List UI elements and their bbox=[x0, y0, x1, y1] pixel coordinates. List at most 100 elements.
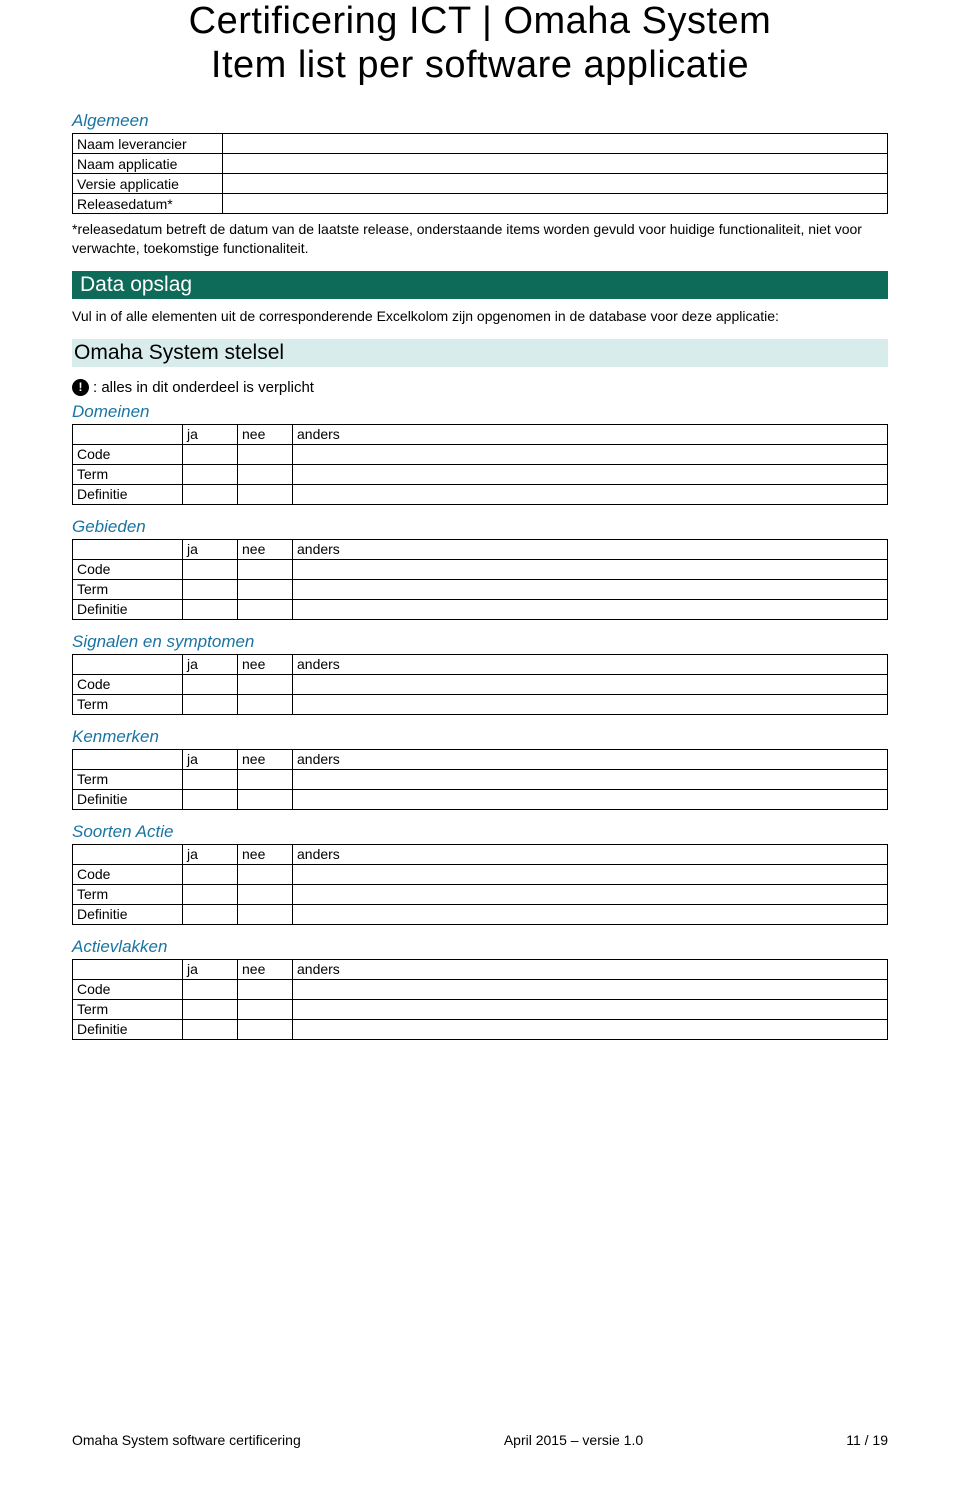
row-label: Versie applicatie bbox=[73, 174, 223, 194]
cell-input[interactable] bbox=[183, 864, 238, 884]
row-label: Term bbox=[73, 579, 183, 599]
cell-input[interactable] bbox=[293, 559, 888, 579]
cell-input[interactable] bbox=[183, 579, 238, 599]
header-nee: nee bbox=[238, 959, 293, 979]
cell-input[interactable] bbox=[238, 579, 293, 599]
cell-input[interactable] bbox=[293, 464, 888, 484]
cell-input[interactable] bbox=[293, 884, 888, 904]
section-label: Gebieden bbox=[72, 517, 888, 537]
row-value[interactable] bbox=[223, 134, 888, 154]
table-janee: janeeandersTermDefinitie bbox=[72, 749, 888, 810]
row-label: Definitie bbox=[73, 484, 183, 504]
header-ja: ja bbox=[183, 424, 238, 444]
cell-input[interactable] bbox=[183, 464, 238, 484]
table-row: Term bbox=[73, 464, 888, 484]
cell-input[interactable] bbox=[293, 904, 888, 924]
row-value[interactable] bbox=[223, 174, 888, 194]
cell-input[interactable] bbox=[238, 904, 293, 924]
cell-input[interactable] bbox=[183, 674, 238, 694]
cell-input[interactable] bbox=[238, 864, 293, 884]
cell-input[interactable] bbox=[238, 999, 293, 1019]
table-header-row: janeeanders bbox=[73, 959, 888, 979]
cell-input[interactable] bbox=[238, 1019, 293, 1039]
cell-input[interactable] bbox=[183, 484, 238, 504]
table-row: Releasedatum* bbox=[73, 194, 888, 214]
cell-input[interactable] bbox=[238, 694, 293, 714]
header-empty bbox=[73, 844, 183, 864]
header-anders: anders bbox=[293, 844, 888, 864]
header-anders: anders bbox=[293, 424, 888, 444]
data-opslag-intro: Vul in of alle elementen uit de correspo… bbox=[72, 307, 888, 325]
cell-input[interactable] bbox=[293, 999, 888, 1019]
row-label: Code bbox=[73, 444, 183, 464]
cell-input[interactable] bbox=[293, 579, 888, 599]
header-anders: anders bbox=[293, 749, 888, 769]
cell-input[interactable] bbox=[183, 694, 238, 714]
cell-input[interactable] bbox=[293, 789, 888, 809]
header-nee: nee bbox=[238, 424, 293, 444]
cell-input[interactable] bbox=[293, 484, 888, 504]
cell-input[interactable] bbox=[238, 674, 293, 694]
cell-input[interactable] bbox=[183, 979, 238, 999]
header-anders: anders bbox=[293, 654, 888, 674]
cell-input[interactable] bbox=[183, 559, 238, 579]
cell-input[interactable] bbox=[293, 444, 888, 464]
cell-input[interactable] bbox=[238, 884, 293, 904]
cell-input[interactable] bbox=[293, 769, 888, 789]
cell-input[interactable] bbox=[238, 769, 293, 789]
table-row: Definitie bbox=[73, 904, 888, 924]
mandatory-icon: ! bbox=[72, 379, 89, 396]
sections-container: DomeinenjaneeandersCodeTermDefinitieGebi… bbox=[72, 402, 888, 1040]
header-ja: ja bbox=[183, 539, 238, 559]
cell-input[interactable] bbox=[183, 1019, 238, 1039]
table-row: Term bbox=[73, 884, 888, 904]
table-header-row: janeeanders bbox=[73, 539, 888, 559]
cell-input[interactable] bbox=[238, 464, 293, 484]
table-header-row: janeeanders bbox=[73, 654, 888, 674]
cell-input[interactable] bbox=[293, 979, 888, 999]
cell-input[interactable] bbox=[238, 789, 293, 809]
cell-input[interactable] bbox=[293, 599, 888, 619]
header-ja: ja bbox=[183, 749, 238, 769]
header-anders: anders bbox=[293, 539, 888, 559]
row-value[interactable] bbox=[223, 154, 888, 174]
footer-right: 11 / 19 bbox=[846, 1432, 888, 1448]
cell-input[interactable] bbox=[293, 694, 888, 714]
cell-input[interactable] bbox=[183, 789, 238, 809]
cell-input[interactable] bbox=[238, 599, 293, 619]
cell-input[interactable] bbox=[293, 864, 888, 884]
row-label: Code bbox=[73, 674, 183, 694]
table-row: Definitie bbox=[73, 484, 888, 504]
row-label: Code bbox=[73, 559, 183, 579]
row-label: Naam leverancier bbox=[73, 134, 223, 154]
cell-input[interactable] bbox=[238, 484, 293, 504]
cell-input[interactable] bbox=[183, 444, 238, 464]
table-header-row: janeeanders bbox=[73, 424, 888, 444]
row-value[interactable] bbox=[223, 194, 888, 214]
table-algemeen: Naam leverancierNaam applicatieVersie ap… bbox=[72, 133, 888, 214]
header-anders: anders bbox=[293, 959, 888, 979]
heading-data-opslag: Data opslag bbox=[72, 271, 888, 299]
table-row: Code bbox=[73, 864, 888, 884]
row-label: Naam applicatie bbox=[73, 154, 223, 174]
header-ja: ja bbox=[183, 654, 238, 674]
cell-input[interactable] bbox=[183, 999, 238, 1019]
cell-input[interactable] bbox=[183, 769, 238, 789]
row-label: Definitie bbox=[73, 1019, 183, 1039]
cell-input[interactable] bbox=[183, 599, 238, 619]
row-label: Definitie bbox=[73, 599, 183, 619]
table-row: Code bbox=[73, 979, 888, 999]
table-header-row: janeeanders bbox=[73, 844, 888, 864]
cell-input[interactable] bbox=[183, 904, 238, 924]
cell-input[interactable] bbox=[238, 444, 293, 464]
cell-input[interactable] bbox=[238, 979, 293, 999]
header-nee: nee bbox=[238, 654, 293, 674]
page-root: Certificering ICT | Omaha System Item li… bbox=[0, 0, 960, 1486]
row-label: Term bbox=[73, 769, 183, 789]
cell-input[interactable] bbox=[293, 1019, 888, 1039]
cell-input[interactable] bbox=[238, 559, 293, 579]
header-empty bbox=[73, 654, 183, 674]
section-label: Soorten Actie bbox=[72, 822, 888, 842]
cell-input[interactable] bbox=[293, 674, 888, 694]
cell-input[interactable] bbox=[183, 884, 238, 904]
